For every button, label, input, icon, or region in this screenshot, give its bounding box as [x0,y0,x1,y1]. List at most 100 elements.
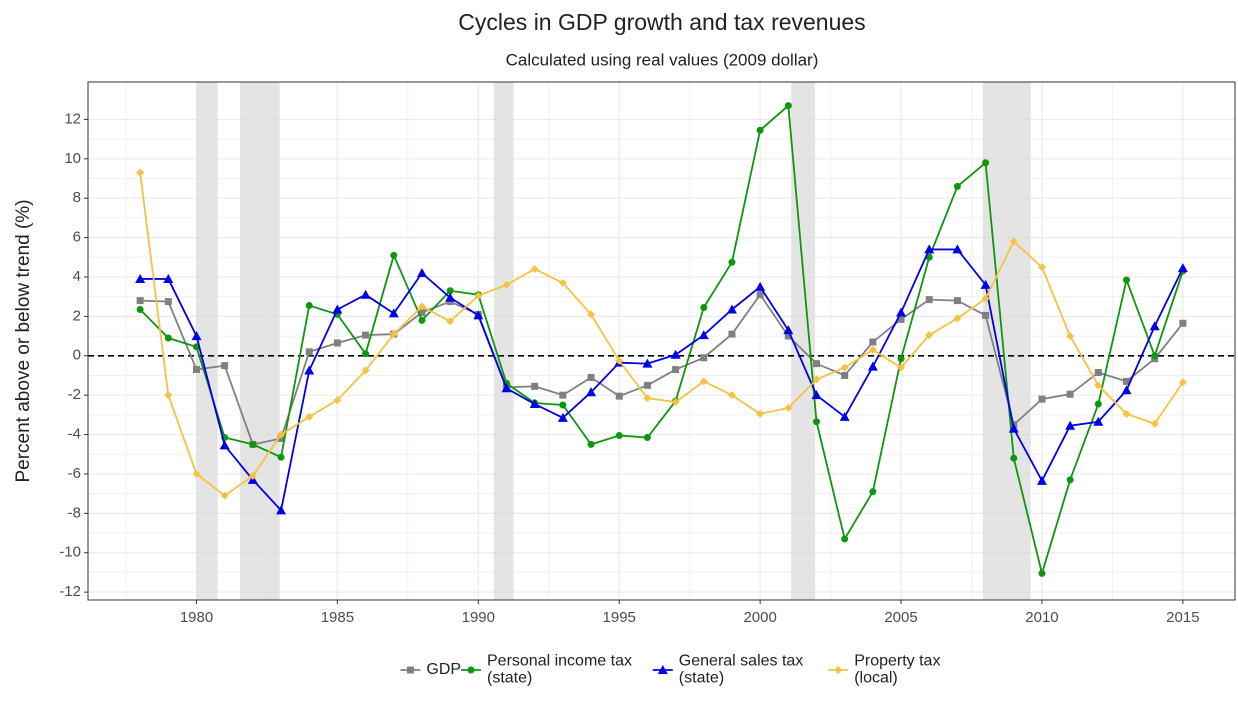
chart-title: Cycles in GDP growth and tax revenues [458,9,865,35]
point [361,366,370,375]
y-tick-label: 12 [64,110,81,127]
point [446,287,454,295]
point [643,394,652,403]
point [164,298,172,306]
legend-label: General sales tax (state) [679,653,804,687]
point [834,666,843,674]
point [416,268,427,278]
point [135,273,146,283]
point [163,273,174,283]
x-tick-label: 2010 [1025,609,1058,626]
point [1036,475,1047,485]
point [615,432,623,440]
point [502,280,511,289]
point [1122,409,1131,418]
point [587,373,595,381]
point [1177,263,1188,273]
point [1010,454,1018,462]
point [304,365,315,375]
point [249,440,257,448]
point [784,102,792,110]
point [924,244,935,254]
y-axis-label: Percent above or below trend (%) [13,199,34,482]
point [473,310,484,320]
y-tick-label: 4 [73,268,81,285]
chart-subtitle: Calculated using real values (2009 dolla… [506,50,819,69]
point [840,363,849,372]
point [700,304,708,312]
point [1094,369,1102,377]
point [756,409,765,418]
point [813,418,820,426]
point [813,360,820,368]
y-tick-label: -2 [68,386,81,403]
point [867,361,878,371]
x-tick-label: 2005 [884,609,917,626]
point [136,297,144,305]
point [1037,263,1046,272]
point [841,371,849,379]
point [277,430,286,439]
x-tick-label: 2000 [743,609,776,626]
point [925,253,933,261]
point [136,168,145,177]
point [925,296,933,304]
y-tick-label: 0 [73,347,81,364]
point [587,440,595,448]
point [406,666,414,674]
y-tick-label: -4 [68,426,81,443]
x-tick-label: 1995 [603,609,636,626]
point [812,375,821,384]
x-tick-label: 2015 [1166,609,1199,626]
point [136,305,144,313]
recession-band [240,82,280,600]
point [755,281,766,291]
point [388,308,399,318]
point [305,302,313,310]
point [333,339,341,347]
point [896,307,907,317]
point [615,392,623,400]
point [1066,476,1074,484]
point [530,265,539,274]
point [446,317,455,326]
recession-band [493,82,514,600]
point [869,338,877,346]
point [1065,420,1076,430]
point [220,491,229,500]
point [559,401,567,409]
point [360,289,371,299]
point [1123,276,1130,284]
y-tick-label: -6 [68,465,81,482]
point [643,381,651,389]
point [248,471,257,480]
point [164,391,173,400]
point [728,330,736,338]
point [839,411,850,421]
point [1149,321,1160,331]
point [953,314,962,323]
point [221,362,229,370]
point [1178,378,1187,387]
point [897,355,905,363]
point [728,258,736,266]
point [868,345,877,354]
point [559,391,567,399]
point [727,391,736,400]
point [726,304,737,314]
point [841,535,849,543]
point [981,294,990,303]
point [1066,332,1075,341]
point [305,348,313,356]
y-tick-label: 8 [73,189,81,206]
point [980,279,991,289]
point [1009,237,1018,246]
point [1123,377,1130,385]
point [531,382,539,390]
point [1066,390,1074,398]
point [1150,419,1159,428]
legend-label: GDP [426,661,461,678]
y-tick-label: -8 [68,504,81,521]
point [332,304,343,314]
point [1038,569,1046,577]
